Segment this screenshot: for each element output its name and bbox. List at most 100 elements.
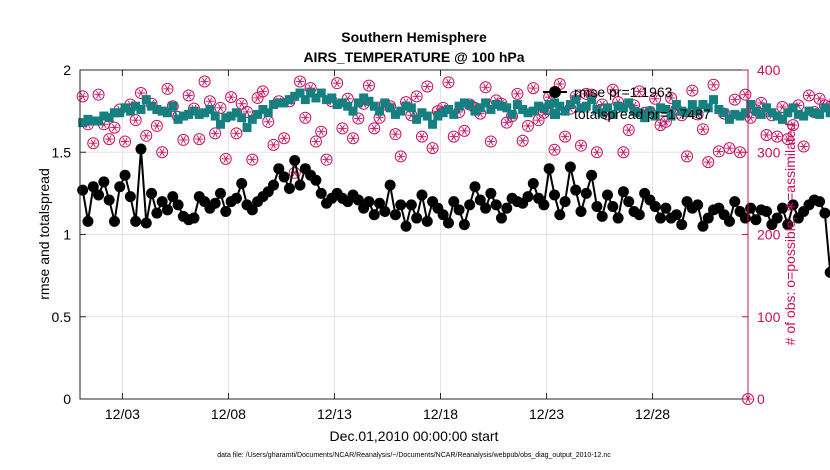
- totalspread-point: [603, 103, 613, 113]
- obs-possible-point: [532, 114, 545, 127]
- obs-possible-circle: [177, 133, 190, 146]
- totalspread-point: [332, 100, 342, 110]
- obs-assimilated-star: [313, 137, 319, 146]
- rmse-point: [273, 163, 285, 175]
- totalspread-point: [788, 103, 798, 113]
- obs-possible-circle: [225, 91, 238, 104]
- totalspread-point: [109, 108, 119, 118]
- obs-assimilated-star: [154, 122, 160, 130]
- totalspread-point: [104, 113, 114, 123]
- totalspread-point: [210, 111, 220, 121]
- obs-assimilated-star: [817, 94, 823, 103]
- obs-possible-point: [415, 130, 428, 143]
- obs-possible-point: [442, 76, 455, 89]
- totalspread-point: [189, 106, 199, 116]
- obs-possible-circle: [256, 85, 269, 98]
- obs-possible-circle: [622, 124, 635, 137]
- obs-possible-circle: [219, 152, 232, 165]
- obs-possible-point: [681, 150, 694, 163]
- obs-possible-circle: [649, 92, 662, 105]
- obs-possible-point: [177, 133, 190, 146]
- rmse-point: [411, 212, 423, 224]
- obs-assimilated-star: [652, 94, 658, 103]
- obs-possible-circle: [516, 134, 529, 147]
- totalspread-point: [454, 101, 464, 111]
- rmse-point: [146, 187, 158, 199]
- obs-possible-circle: [87, 137, 100, 150]
- totalspread-point: [406, 103, 416, 113]
- obs-possible-point: [410, 90, 423, 103]
- obs-possible-circle: [161, 82, 174, 95]
- totalspread-point: [645, 106, 655, 116]
- obs-assimilated-star: [668, 94, 674, 102]
- totalspread-point: [115, 108, 125, 118]
- rmse-point: [172, 199, 184, 211]
- y-tick-label-left: 1: [63, 227, 71, 243]
- obs-possible-circle: [209, 127, 222, 140]
- rmse-point: [236, 178, 248, 190]
- totalspread-point: [576, 103, 586, 113]
- totalspread-point: [650, 111, 660, 121]
- obs-assimilated-star: [80, 92, 86, 101]
- rmse-point: [824, 266, 830, 278]
- obs-possible-circle: [702, 156, 715, 169]
- rmse-point: [543, 163, 555, 175]
- obs-assimilated-star: [658, 121, 664, 129]
- totalspread-point: [131, 101, 141, 111]
- rmse-point: [114, 181, 126, 193]
- obs-assimilated-star: [218, 103, 223, 112]
- rmse-point: [246, 204, 258, 216]
- obs-assimilated-star: [430, 144, 436, 152]
- totalspread-point: [178, 111, 188, 121]
- obs-possible-circle: [288, 166, 301, 179]
- rmse-point: [77, 184, 89, 196]
- obs-possible-circle: [214, 101, 227, 114]
- totalspread-point: [777, 114, 787, 124]
- obs-assimilated-star: [557, 80, 563, 88]
- rmse-point: [416, 189, 428, 201]
- totalspread-point: [730, 109, 740, 119]
- totalspread-point: [412, 114, 422, 124]
- x-tick-label: 12/08: [211, 406, 246, 422]
- obs-possible-circle: [590, 146, 603, 159]
- obs-possible-circle: [659, 115, 672, 128]
- rmse-point: [283, 182, 295, 194]
- obs-assimilated-star: [461, 127, 467, 135]
- obs-possible-circle: [712, 145, 725, 158]
- totalspread-point: [417, 108, 427, 118]
- rmse-point: [745, 202, 757, 214]
- totalspread-point: [528, 106, 538, 116]
- obs-assimilated-star: [520, 136, 526, 145]
- obs-assimilated-star: [732, 95, 738, 104]
- totalspread-point: [247, 114, 257, 124]
- totalspread-point: [465, 100, 475, 110]
- obs-assimilated-star: [143, 131, 149, 140]
- totalspread-point: [608, 109, 618, 119]
- totalspread-point: [263, 108, 273, 118]
- obs-possible-point: [527, 82, 540, 95]
- rmse-point: [771, 212, 783, 224]
- y-tick-label-left: 0: [63, 391, 71, 407]
- totalspread-point: [597, 108, 607, 118]
- totalspread-point: [152, 104, 162, 114]
- obs-possible-point: [606, 83, 619, 96]
- obs-possible-circle: [320, 153, 333, 166]
- obs-possible-point: [585, 88, 598, 101]
- totalspread-point: [470, 106, 480, 116]
- x-tick-label: 12/13: [317, 406, 352, 422]
- rmse-point: [548, 189, 560, 201]
- totalspread-point: [539, 103, 549, 113]
- obs-possible-circle: [521, 119, 534, 132]
- chart-title-line1: Southern Hemisphere: [341, 29, 487, 45]
- rmse-point: [596, 210, 608, 222]
- rmse-point: [151, 207, 163, 219]
- obs-possible-point: [760, 128, 773, 141]
- rmse-point: [676, 219, 688, 231]
- rmse-point: [723, 215, 735, 227]
- rmse-point: [188, 212, 200, 224]
- totalspread-point: [671, 100, 681, 110]
- y-tick-label-right: 200: [757, 227, 781, 243]
- totalspread-point: [136, 104, 146, 114]
- obs-possible-circle: [119, 135, 132, 148]
- rmse-point: [623, 196, 635, 208]
